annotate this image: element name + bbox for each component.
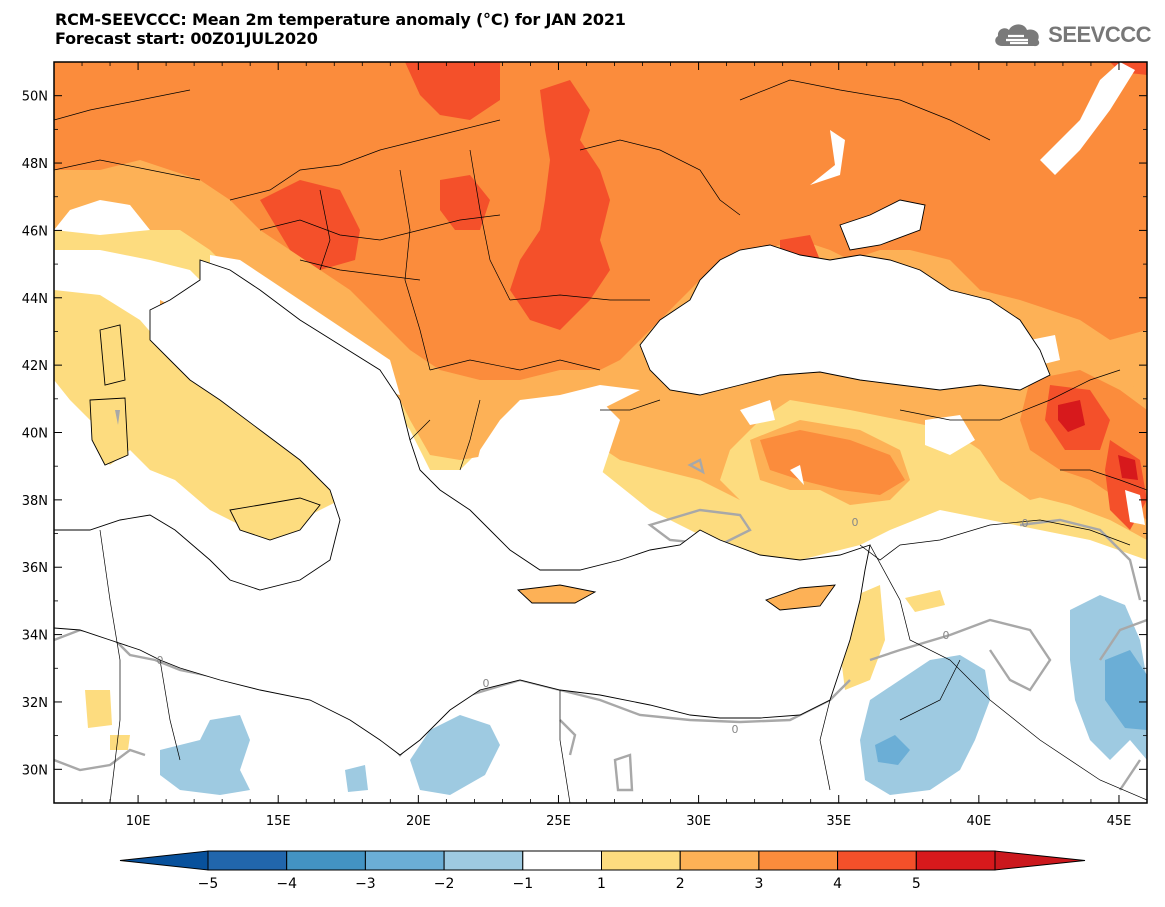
contour-label: 0 [483, 677, 490, 690]
colorbar-label: 3 [754, 876, 763, 892]
lat-tick-label: 32N [22, 696, 48, 711]
colorbar-label: 2 [676, 876, 685, 892]
colorbar: −5 −4 −3 −2 −1 1 2 3 4 5 [119, 850, 1086, 892]
lat-tick-label: 36N [22, 561, 48, 576]
lon-tick-label: 30E [686, 814, 711, 829]
seevccc-logo: SEEVCCC [992, 20, 1151, 50]
longitude-axis: 10E 15E 20E 25E 30E 35E 40E 45E [81, 62, 1148, 829]
seas [54, 200, 1050, 755]
colorbar-label: 1 [597, 876, 606, 892]
lon-tick-label: 25E [546, 814, 571, 829]
colorbar-label: 4 [833, 876, 842, 892]
logo-text: SEEVCCC [1048, 22, 1151, 47]
lon-tick-label: 15E [266, 814, 291, 829]
lat-tick-label: 42N [22, 359, 48, 374]
colorbar-swatch [207, 850, 288, 871]
contour-label: 0 [157, 654, 164, 667]
colorbar-label: −2 [434, 876, 455, 892]
lat-tick-label: 50N [22, 90, 48, 105]
lon-tick-label: 20E [406, 814, 431, 829]
country-borders [54, 79, 1147, 803]
latitude-axis: 50N 48N 46N 44N 42N 40N 38N 36N 34N 32N 30N [22, 61, 1147, 804]
colorbar-swatch [443, 850, 524, 871]
colorbar-under-triangle [119, 850, 209, 871]
colorbar-swatch [522, 850, 602, 871]
colorbar-label: −4 [276, 876, 297, 892]
title-line-1: RCM-SEEVCCC: Mean 2m temperature anomaly… [55, 10, 626, 29]
lat-tick-label: 48N [22, 157, 48, 172]
colorbar-swatch [758, 850, 839, 871]
colorbar-label: −5 [198, 876, 219, 892]
coastlines [54, 199, 1051, 756]
lat-tick-label: 40N [22, 427, 48, 442]
white-patches [54, 62, 1145, 525]
cloud-icon [995, 24, 1040, 47]
lat-tick-label: 34N [22, 629, 48, 644]
contour-label: 0 [732, 723, 739, 736]
map-title: RCM-SEEVCCC: Mean 2m temperature anomaly… [55, 10, 626, 48]
contour-label: 0 [852, 516, 859, 529]
lon-tick-label: 45E [1107, 814, 1132, 829]
colorbar-swatch [679, 850, 760, 871]
colorbar-swatch [286, 850, 366, 871]
contour-label: 0 [1022, 517, 1029, 530]
lon-tick-label: 40E [966, 814, 991, 829]
colorbar-over-triangle [994, 850, 1086, 871]
lat-tick-label: 30N [22, 763, 48, 778]
lon-tick-label: 35E [826, 814, 851, 829]
lat-tick-label: 44N [22, 292, 48, 307]
title-line-2: Forecast start: 00Z01JUL2020 [55, 29, 318, 48]
colorbar-swatch [915, 850, 996, 871]
islands [90, 325, 835, 610]
colorbar-swatch [364, 850, 445, 871]
anomaly-field-neg-3-2 [875, 650, 1147, 765]
colorbar-swatch [837, 850, 917, 871]
lat-tick-label: 38N [22, 494, 48, 509]
colorbar-label: 5 [912, 876, 921, 892]
lat-tick-label: 46N [22, 224, 48, 239]
colorbar-label: −3 [355, 876, 376, 892]
colorbar-label: −1 [512, 876, 533, 892]
lon-tick-label: 10E [126, 814, 151, 829]
contour-label: 0 [943, 629, 950, 642]
colorbar-swatch [601, 850, 681, 871]
contour-labels: 0 0 0 0 0 0 [157, 516, 1029, 736]
anomaly-field-gt5 [1058, 400, 1138, 480]
map-fields: 0 0 0 0 0 0 [54, 62, 1147, 803]
